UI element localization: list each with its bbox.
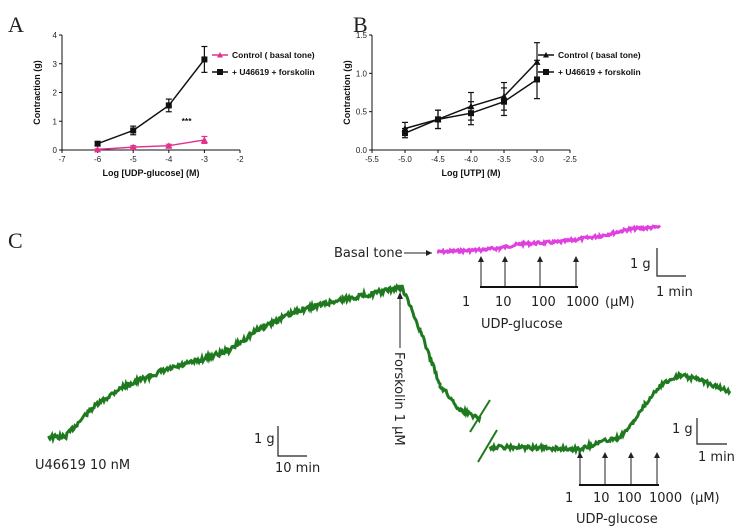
top-udp-arrow-head (502, 256, 508, 262)
data-point-square (130, 127, 137, 134)
data-point-triangle (94, 145, 102, 153)
y-tick-label: 0 (53, 146, 58, 155)
bottom-udp-arrows (577, 452, 660, 485)
significance-annotation: *** (182, 116, 193, 126)
legend-label: + U46619 + forskolin (558, 67, 641, 77)
data-point-square (468, 110, 474, 117)
panel-b-chart: -5.5 -5.0 -4.5 -4.0 -3.5 -3.0 -2.5 0.0 0.5 1.0 1.5… (342, 31, 641, 178)
top-scale-bar (656, 248, 686, 277)
bottom-conc-unit: (μM) (690, 491, 720, 506)
top-conc-1: 1 (462, 295, 470, 310)
top-conc-1000: 1000 (566, 295, 599, 310)
bottom-udp-arrow-head (654, 452, 660, 458)
top-udp-arrow-head (537, 256, 543, 262)
data-point-square (435, 116, 441, 123)
panel-letter-b: B (353, 12, 368, 37)
right-scale-bar (696, 418, 727, 445)
axis-break-mark (477, 429, 498, 463)
basal-tone-label: Basal tone (334, 246, 403, 261)
x-tick-label: -4.0 (464, 155, 478, 164)
right-scale-min: 1 min (698, 450, 735, 465)
x-tick-label: -3.0 (530, 155, 544, 164)
top-udp-arrows (478, 256, 579, 287)
data-point-triangle (200, 136, 208, 143)
axis-break-mark (469, 399, 491, 433)
bottom-udp-arrow-head (628, 452, 634, 458)
panel-c-traces: Basal tone 1 10 100 1000 (μM) UDP-glucos… (35, 224, 735, 527)
top-conc-10: 10 (495, 295, 512, 310)
legend-marker (217, 69, 223, 75)
top-conc-unit: (μM) (605, 295, 635, 310)
top-scale-min: 1 min (656, 285, 693, 300)
middle-scale-min: 10 min (275, 461, 320, 476)
x-tick-label: -4 (165, 155, 173, 164)
bottom-conc-100: 100 (617, 491, 642, 506)
top-udp-arrow-head (478, 256, 484, 262)
data-point-triangle (129, 143, 137, 151)
x-tick-label: -3 (201, 155, 209, 164)
y-tick-label: 1.0 (356, 69, 368, 78)
panel-letter-a: A (8, 12, 24, 37)
middle-scale-g: 1 g (254, 432, 275, 447)
forskolin-arrowhead (397, 292, 403, 299)
middle-scale-bar (277, 426, 307, 457)
main-trace-after-break (488, 370, 732, 457)
top-udp-glucose-label: UDP-glucose (481, 317, 563, 332)
panel-a-chart: -7 -6 -5 -4 -3 -2 0 1 2 3 4 Log [UDP-glucose] (M) Co… (32, 31, 315, 178)
x-tick-label: -2.5 (563, 155, 577, 164)
data-point-square (534, 76, 540, 83)
data-point-square (94, 140, 101, 147)
bottom-udp-glucose-label: UDP-glucose (576, 512, 658, 527)
y-tick-label: 1 (53, 117, 58, 126)
bottom-udp-arrow-head (602, 452, 608, 458)
top-udp-arrow-head (573, 256, 579, 262)
basal-tone-arrowhead (426, 250, 432, 256)
x-tick-label: -5.5 (365, 155, 379, 164)
x-tick-label: -2 (236, 155, 244, 164)
bottom-conc-1: 1 (565, 491, 573, 506)
x-tick-label: -5.0 (398, 155, 412, 164)
legend-label: + U46619 + forskolin (232, 67, 315, 77)
y-tick-label: 4 (53, 31, 58, 40)
data-point-square (402, 130, 408, 137)
forskolin-label: Forskolin 1 μM (391, 352, 406, 446)
data-point-square (501, 98, 507, 105)
data-point-triangle (165, 142, 173, 149)
legend-marker (217, 52, 223, 58)
x-tick-label: -6 (94, 155, 102, 164)
y-tick-label: 2 (53, 89, 58, 98)
x-tick-label: -5 (130, 155, 138, 164)
right-scale-g: 1 g (672, 422, 693, 437)
x-tick-label: -4.5 (431, 155, 445, 164)
legend-marker (543, 52, 549, 58)
y-tick-label: 0.0 (356, 146, 368, 155)
u46619-label: U46619 10 nM (35, 458, 130, 473)
series-line (97, 139, 205, 151)
x-tick-label: -7 (58, 155, 66, 164)
y-axis-label: Contraction (g) (32, 60, 42, 125)
legend-marker (543, 69, 549, 75)
x-axis-label: Log [UTP] (M) (442, 168, 501, 178)
y-tick-label: 3 (53, 60, 58, 69)
data-point-square (201, 56, 208, 63)
data-point-square (165, 102, 172, 109)
bottom-conc-10: 10 (593, 491, 610, 506)
main-trace-before-break (47, 283, 482, 445)
legend-label: Control ( basal tone) (232, 50, 315, 60)
y-tick-label: 0.5 (356, 108, 368, 117)
x-tick-label: -3.5 (497, 155, 511, 164)
legend-label: Control ( basal tone) (558, 50, 641, 60)
y-tick-label: 1.5 (356, 31, 368, 40)
basal-tone-trace (436, 224, 662, 256)
bottom-udp-arrow-head (577, 452, 583, 458)
panel-letter-c: C (8, 228, 23, 253)
top-conc-100: 100 (531, 295, 556, 310)
y-axis-label: Contraction (g) (342, 60, 352, 125)
top-scale-g: 1 g (630, 257, 651, 272)
series-line (97, 58, 205, 145)
x-axis-label: Log [UDP-glucose] (M) (103, 168, 200, 178)
bottom-conc-1000: 1000 (649, 491, 682, 506)
